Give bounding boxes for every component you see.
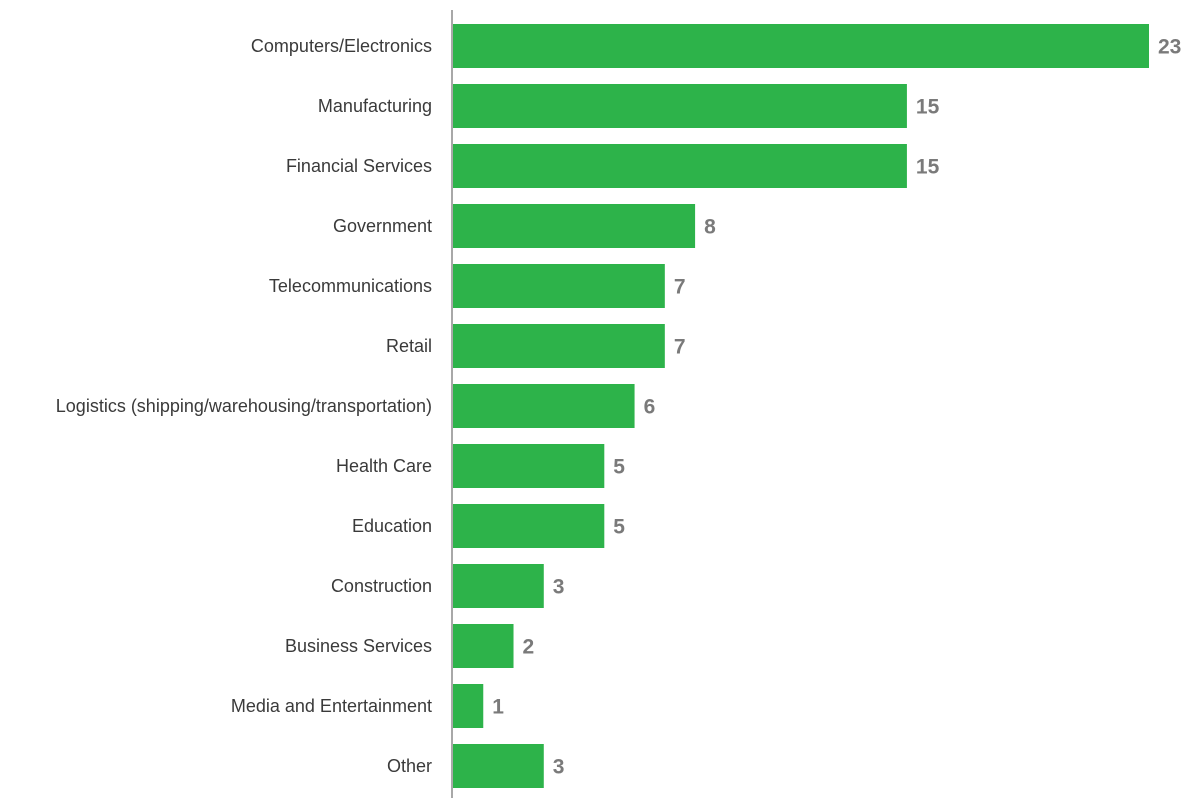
value-label-business-services: 2	[523, 636, 535, 659]
category-label-computers-electronics: Computers/Electronics	[251, 36, 432, 56]
bar-education	[453, 504, 605, 548]
category-label-logistics-shipping-warehousing-transportation: Logistics (shipping/warehousing/transpor…	[56, 396, 432, 416]
bar-other	[453, 744, 544, 788]
value-label-education: 5	[613, 516, 625, 539]
value-label-financial-services: 15	[916, 156, 940, 179]
value-label-health-care: 5	[613, 456, 625, 479]
bar-retail	[453, 324, 665, 368]
bar-health-care	[453, 444, 605, 488]
bars-group	[453, 24, 1149, 788]
category-label-manufacturing: Manufacturing	[318, 96, 432, 116]
value-label-government: 8	[704, 216, 716, 239]
bar-computers-electronics	[453, 24, 1149, 68]
category-label-government: Government	[333, 216, 432, 236]
category-label-health-care: Health Care	[336, 456, 432, 476]
category-label-construction: Construction	[331, 576, 432, 596]
value-label-media-and-entertainment: 1	[492, 696, 504, 719]
bar-manufacturing	[453, 84, 907, 128]
bar-business-services	[453, 624, 514, 668]
bar-logistics-shipping-warehousing-transportation	[453, 384, 635, 428]
category-label-other: Other	[387, 756, 432, 776]
bar-government	[453, 204, 696, 248]
value-label-retail: 7	[674, 336, 686, 359]
value-label-other: 3	[553, 756, 565, 779]
bar-telecommunications	[453, 264, 665, 308]
bar-construction	[453, 564, 544, 608]
category-label-telecommunications: Telecommunications	[269, 276, 432, 296]
category-label-retail: Retail	[386, 336, 432, 356]
value-label-logistics-shipping-warehousing-transportation: 6	[644, 396, 656, 419]
category-labels-group: Computers/Electronics Manufacturing Financ…	[56, 36, 432, 776]
category-label-financial-services: Financial Services	[286, 156, 432, 176]
value-labels-group: 23 15 15 8 7 7 6 5 5 3 2 1 3	[492, 36, 1181, 779]
value-label-manufacturing: 15	[916, 96, 940, 119]
bar-financial-services	[453, 144, 907, 188]
category-label-business-services: Business Services	[285, 636, 432, 656]
value-label-telecommunications: 7	[674, 276, 686, 299]
value-label-computers-electronics: 23	[1158, 36, 1181, 59]
bar-media-and-entertainment	[453, 684, 484, 728]
category-label-education: Education	[352, 516, 432, 536]
value-label-construction: 3	[553, 576, 565, 599]
category-label-media-and-entertainment: Media and Entertainment	[231, 696, 432, 716]
